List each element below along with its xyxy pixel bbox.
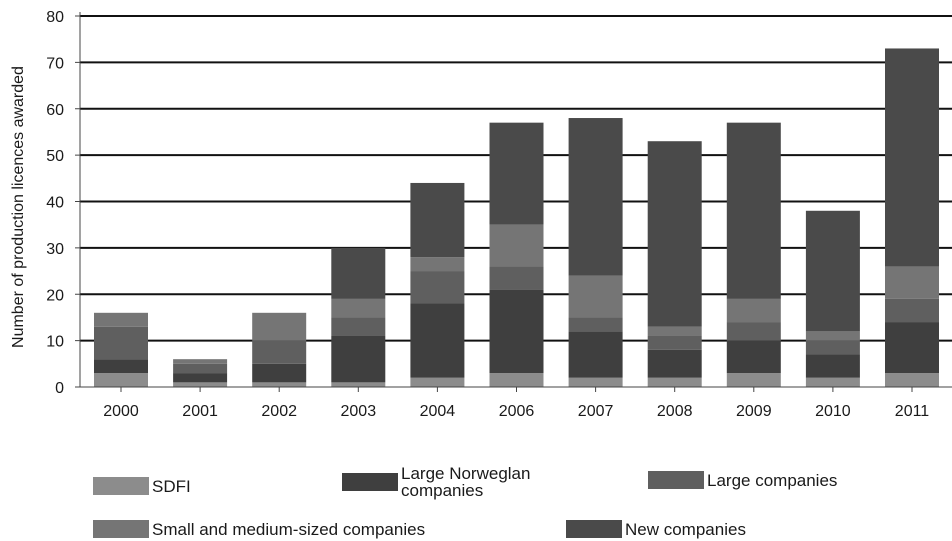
bar-segment bbox=[94, 312, 148, 327]
legend-label-large-norwegian-line2: companies bbox=[401, 481, 484, 500]
bar-segment bbox=[331, 298, 386, 318]
bar-segment bbox=[252, 312, 307, 341]
bar-segment bbox=[94, 373, 148, 387]
bar-segment bbox=[331, 335, 386, 383]
y-tick-label: 20 bbox=[46, 287, 64, 304]
y-tick-label: 30 bbox=[46, 241, 64, 258]
legend-item-small-medium: Small and medium-sized companies bbox=[93, 520, 425, 538]
legend-label-large-companies: Large companies bbox=[707, 470, 838, 490]
bar-segment bbox=[252, 363, 307, 383]
legend-item-new-companies: New companies bbox=[566, 520, 746, 538]
x-tick-label: 2006 bbox=[499, 403, 535, 420]
legend-swatch-large-companies bbox=[648, 471, 704, 489]
bar-segment bbox=[489, 122, 544, 225]
bar-segment bbox=[568, 118, 623, 276]
bar-segment bbox=[489, 373, 544, 387]
legend-item-large-companies: Large companies bbox=[648, 471, 837, 489]
bar-segment bbox=[94, 326, 148, 360]
legend-label-new-companies: New companies bbox=[625, 519, 746, 539]
x-tick-label: 2004 bbox=[420, 403, 456, 420]
bar-segment bbox=[805, 377, 860, 387]
legend-label-small-medium: Small and medium-sized companies bbox=[152, 519, 426, 539]
y-tick-label: 80 bbox=[46, 9, 64, 26]
bar-segment bbox=[252, 340, 307, 364]
bar-segment bbox=[726, 122, 781, 299]
legend-swatch-new-companies bbox=[566, 520, 622, 538]
bar-segment bbox=[331, 317, 386, 336]
bar-segment bbox=[647, 349, 702, 378]
x-tick-label: 2008 bbox=[657, 403, 693, 420]
bar-segment bbox=[410, 182, 465, 258]
legend-swatch-small-medium bbox=[93, 520, 149, 538]
bar-segment bbox=[410, 377, 465, 387]
bar-segment bbox=[331, 247, 386, 299]
x-tick-label: 2000 bbox=[103, 403, 139, 420]
bar-segment bbox=[885, 373, 939, 387]
bar-segment bbox=[173, 382, 228, 387]
axes bbox=[75, 12, 952, 392]
bar-segment bbox=[489, 224, 544, 267]
bar-segment bbox=[647, 141, 702, 327]
x-tick-label: 2002 bbox=[261, 403, 297, 420]
x-tick-label: 2011 bbox=[895, 403, 930, 420]
bar-segment bbox=[805, 331, 860, 341]
bar-segment bbox=[885, 266, 939, 299]
bar-segment bbox=[568, 331, 623, 378]
y-tick-label: 50 bbox=[46, 148, 64, 165]
y-tick-label: 40 bbox=[46, 195, 64, 212]
y-tick-label: 10 bbox=[46, 334, 64, 351]
bar-segment bbox=[568, 377, 623, 387]
y-tick-label: 70 bbox=[46, 55, 64, 72]
y-tick-labels: 0 10 20 30 40 50 60 70 80 bbox=[46, 9, 64, 397]
x-tick-labels: 2000 2001 2002 2003 2004 2006 2007 2008 2009 2010… bbox=[103, 403, 929, 420]
bar-segment bbox=[410, 271, 465, 304]
bars bbox=[94, 48, 939, 387]
bar-segment bbox=[94, 359, 148, 374]
x-tick-label: 2010 bbox=[815, 403, 851, 420]
legend-label-large-norwegian: Large Norweglan companies bbox=[401, 465, 530, 499]
bar-segment bbox=[885, 298, 939, 323]
legend-item-large-norwegian: Large Norweglan companies bbox=[342, 465, 530, 499]
bar-segment bbox=[568, 275, 623, 318]
y-tick-label: 0 bbox=[55, 380, 64, 397]
bar-segment bbox=[331, 382, 386, 387]
bar-segment bbox=[173, 373, 228, 383]
bar-segment bbox=[173, 359, 228, 364]
legend-label-sdfi: SDFI bbox=[152, 476, 191, 496]
legend-item-sdfi: SDFI bbox=[93, 477, 191, 495]
bar-segment bbox=[568, 317, 623, 332]
bar-segment bbox=[805, 210, 860, 332]
bar-segment bbox=[252, 382, 307, 387]
bar-segment bbox=[726, 340, 781, 374]
bar-segment bbox=[885, 48, 939, 267]
x-tick-label: 2009 bbox=[736, 403, 772, 420]
bar-segment bbox=[647, 326, 702, 336]
bar-segment bbox=[489, 266, 544, 290]
legend-swatch-sdfi bbox=[93, 477, 149, 495]
bar-segment bbox=[805, 354, 860, 378]
bar-segment bbox=[726, 373, 781, 387]
bar-segment bbox=[410, 303, 465, 378]
bar-segment bbox=[647, 335, 702, 350]
y-tick-label: 60 bbox=[46, 102, 64, 119]
bar-segment bbox=[410, 257, 465, 272]
legend-label-large-norwegian-line1: Large Norweglan bbox=[401, 464, 531, 483]
bar-segment bbox=[885, 322, 939, 374]
x-tick-label: 2003 bbox=[341, 403, 377, 420]
legend-swatch-large-norwegian bbox=[342, 473, 398, 491]
bar-segment bbox=[726, 322, 781, 341]
x-tick-label: 2007 bbox=[578, 403, 614, 420]
bar-segment bbox=[805, 340, 860, 355]
x-tick-label: 2001 bbox=[182, 403, 218, 420]
y-axis-label: Number of production licences awarded bbox=[10, 66, 27, 348]
bar-segment bbox=[647, 377, 702, 387]
bar-segment bbox=[489, 289, 544, 374]
bar-segment bbox=[726, 298, 781, 323]
bar-segment bbox=[173, 363, 228, 374]
